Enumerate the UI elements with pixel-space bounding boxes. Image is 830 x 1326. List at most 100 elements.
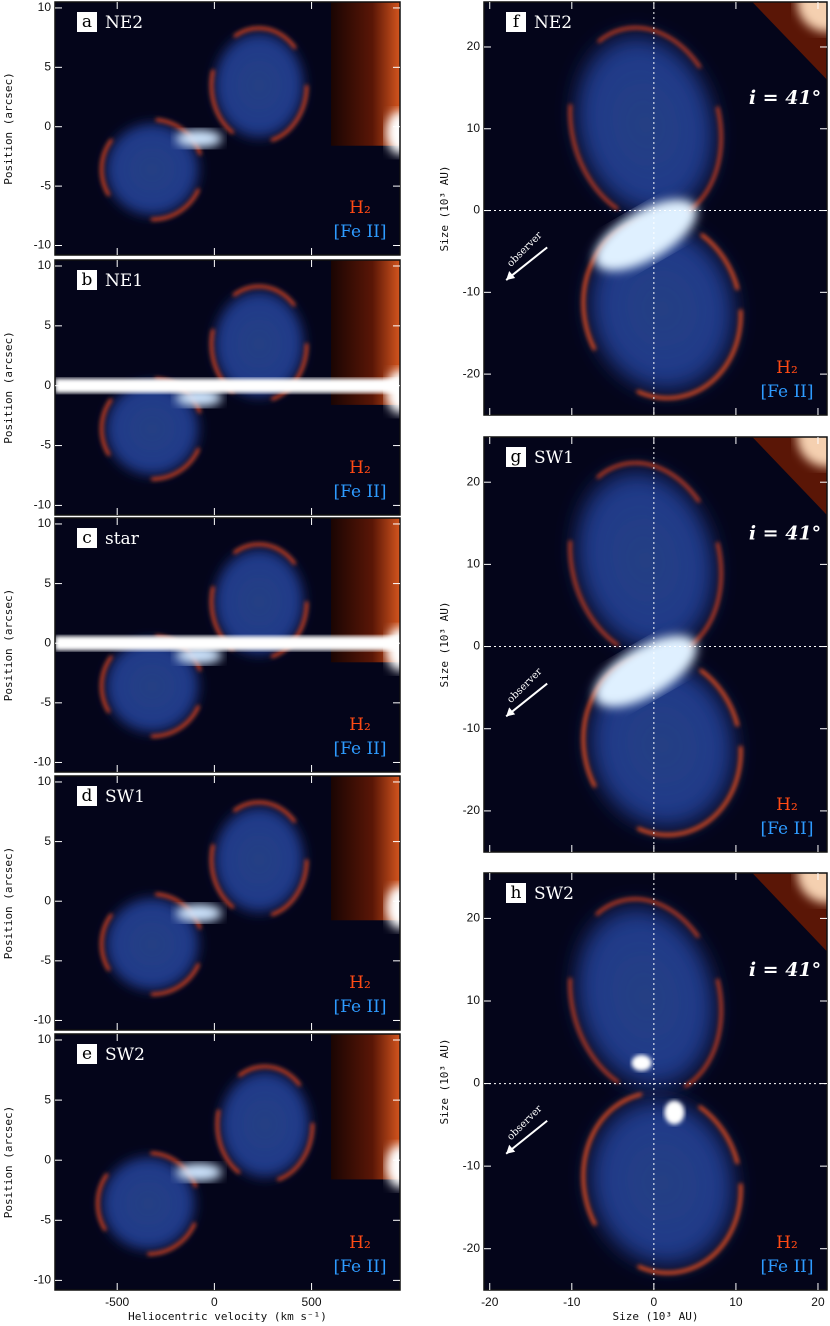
continuum-glow: [797, 873, 827, 903]
core-emission: [175, 904, 223, 923]
y-tick-label: -10: [34, 1013, 52, 1027]
y-tick-label: 10: [38, 1032, 52, 1046]
y-axis-label: Size (10³ AU): [438, 165, 451, 251]
lobe-blue: [583, 1092, 741, 1273]
panel-letter: d: [82, 786, 93, 806]
y-tick-label: 0: [473, 1076, 480, 1090]
y-tick-label: -5: [40, 1212, 51, 1226]
lobe-red: [215, 1064, 315, 1184]
y-tick-label: 10: [467, 993, 481, 1007]
legend-fe: [Fe II]: [760, 819, 813, 839]
y-tick-label: -10: [463, 721, 481, 735]
observer-arrowhead: [506, 271, 516, 281]
lobe-blue: [101, 636, 203, 737]
y-tick-label: -5: [40, 438, 51, 452]
y-tick-label: -10: [463, 1158, 481, 1172]
x-tick-label: 10: [729, 1295, 743, 1309]
y-tick-label: -10: [463, 284, 481, 298]
panel: -10 -5 0 5 10 Position (arcsec) a NE2 H₂ [Fe II]: [2, 0, 401, 256]
panel-letter-box: [77, 270, 97, 290]
y-tick-label: 5: [44, 576, 51, 590]
continuum-glow: [386, 885, 400, 930]
x-tick-label: 0: [211, 1295, 218, 1309]
y-tick-label: 10: [38, 0, 52, 14]
y-tick-label: -20: [463, 1241, 481, 1255]
lobe-blue: [101, 378, 203, 480]
panel-letter: e: [82, 1044, 92, 1064]
y-tick-label: 0: [44, 119, 51, 133]
lobe-blue: [101, 894, 203, 995]
observer-arrow: [505, 246, 548, 281]
legend-h2: H₂: [776, 358, 798, 378]
core-emission: [175, 1163, 223, 1182]
core-emission: [631, 1054, 652, 1071]
panel-letter: f: [513, 12, 521, 32]
panel-name: SW2: [534, 884, 574, 904]
y-axis-label: Position (arcsec): [2, 589, 15, 702]
y-axis-label: Size (10³ AU): [438, 601, 451, 687]
legend-fe: [Fe II]: [333, 222, 386, 242]
panel-image: [55, 260, 400, 515]
panel-letter-box: [77, 12, 97, 32]
y-tick-label: -5: [40, 953, 51, 967]
panel-frame: [483, 872, 828, 1291]
panel-letter: h: [511, 883, 522, 903]
legend-h2: H₂: [349, 198, 371, 218]
observer-arrow: [505, 1119, 548, 1155]
panel-letter: b: [82, 270, 93, 290]
panel-name: NE2: [105, 13, 143, 33]
y-axis-label: Position (arcsec): [2, 1106, 15, 1219]
lobe-blue: [97, 1152, 199, 1254]
y-tick-label: -10: [34, 755, 52, 769]
y-axis-label: Position (arcsec): [2, 847, 15, 960]
y-axis-label: Size (10³ AU): [438, 1038, 451, 1124]
lobe-blue: [216, 1066, 314, 1182]
panel-frame: [483, 1, 828, 416]
lobe-red: [100, 634, 205, 738]
inclination-label: i = 41°: [749, 523, 821, 545]
panel-name: NE2: [534, 13, 572, 33]
y-axis-label: Position (arcsec): [2, 331, 15, 444]
panel-letter: c: [82, 528, 92, 548]
core-emission: [594, 199, 697, 271]
panel-image: [55, 1034, 400, 1290]
y-tick-label: -10: [34, 1273, 52, 1287]
lobe-blue: [570, 27, 722, 222]
y-tick-label: -10: [34, 238, 52, 252]
panel-frame: [54, 1, 401, 256]
x-tick-label: -500: [105, 1295, 129, 1309]
lobe-red: [568, 461, 723, 660]
legend-fe: [Fe II]: [760, 1257, 813, 1277]
lobe-red: [209, 542, 309, 661]
panel-letter-box: [506, 12, 526, 32]
lobe-red: [209, 800, 309, 919]
core-emission: [175, 646, 223, 665]
lobe-red: [568, 26, 723, 224]
panel-letter-box: [77, 528, 97, 548]
lobe-blue: [210, 28, 308, 143]
panel: -10 -5 0 5 10 Position (arcsec) b NE1 H₂ [Fe II]: [2, 258, 401, 516]
lobe-red: [96, 1151, 201, 1256]
core-emission: [664, 1100, 685, 1125]
y-tick-label: 20: [467, 39, 481, 53]
y-tick-label: 5: [44, 834, 51, 848]
legend-fe: [Fe II]: [333, 482, 386, 502]
legend-fe: [Fe II]: [333, 1257, 386, 1277]
panel-letter: g: [511, 447, 522, 467]
panel-name: SW1: [105, 787, 145, 807]
panel-frame: [54, 259, 401, 516]
core-emission: [175, 129, 223, 148]
y-tick-label: 10: [38, 774, 52, 788]
y-tick-label: 0: [44, 893, 51, 907]
y-tick-label: 20: [467, 911, 481, 925]
observer-arrowhead: [506, 1144, 516, 1154]
panel-image: [55, 518, 400, 772]
lobe-red: [209, 284, 309, 403]
panel-letter: a: [82, 12, 92, 32]
continuum-glow: [386, 1144, 400, 1189]
panel-name: SW2: [105, 1045, 145, 1065]
